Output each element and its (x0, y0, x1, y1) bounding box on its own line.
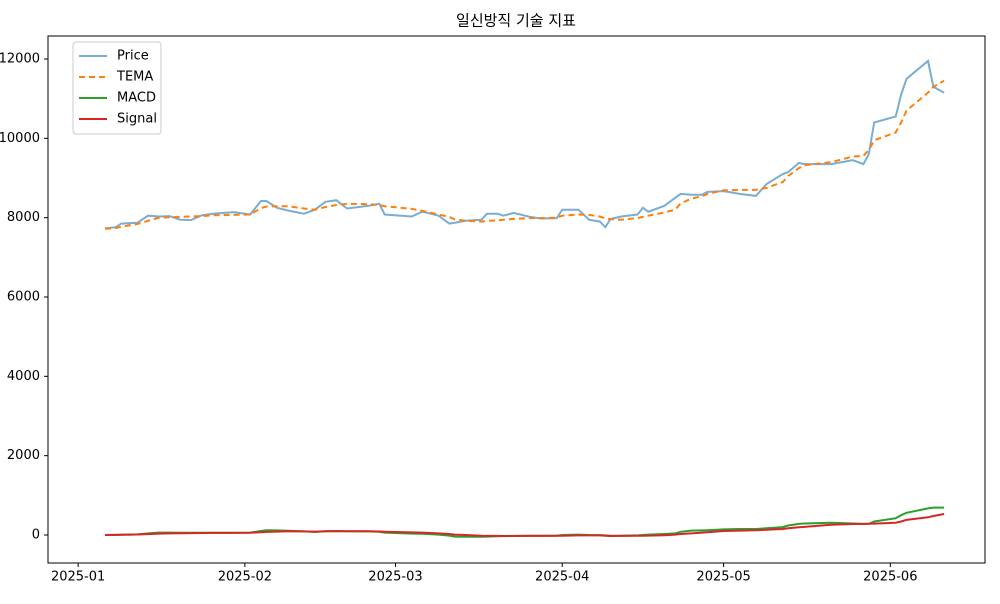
y-tick-label: 6000 (7, 290, 40, 305)
legend-label: TEMA (116, 70, 153, 85)
axes-frame (47, 35, 986, 564)
line-series (104, 513, 945, 538)
legend-box (72, 41, 162, 135)
line-series (104, 79, 945, 230)
line-series (104, 59, 945, 230)
legend-label: Signal (117, 112, 157, 127)
x-tick-label: 2025-01 (51, 570, 105, 585)
chart-title: 일신방직 기술 지표 (456, 12, 576, 30)
legend: Price TEMA MACD Signal (72, 41, 162, 135)
y-tick-label: 0 (32, 527, 40, 542)
legend-label: MACD (117, 91, 156, 106)
x-tick-label: 2025-03 (368, 570, 422, 585)
legend-label: Price (117, 49, 149, 64)
y-tick-label: 10000 (0, 131, 40, 146)
x-tick-label: 2025-02 (218, 570, 272, 585)
y-tick-label: 12000 (0, 52, 40, 67)
y-tick-label: 4000 (7, 369, 40, 384)
x-tick-label: 2025-05 (696, 570, 750, 585)
x-tick-label: 2025-06 (863, 570, 917, 585)
y-tick-label: 8000 (7, 210, 40, 225)
y-tick-label: 2000 (7, 448, 40, 463)
x-tick-label: 2025-04 (535, 570, 589, 585)
